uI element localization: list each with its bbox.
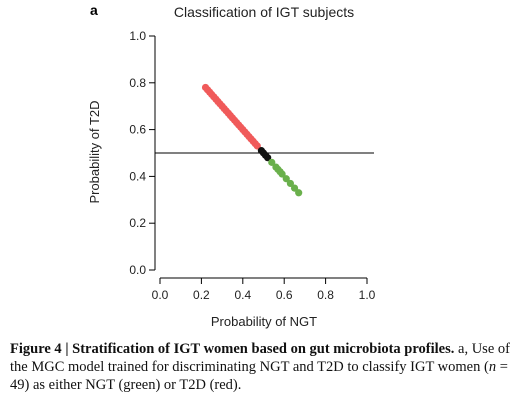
data-point-ngt — [286, 179, 295, 188]
data-point-ngt — [278, 170, 286, 178]
x-axis: 0.0 0.2 0.4 0.6 0.8 1.0 — [152, 277, 376, 302]
y-axis: 0.0 0.2 0.4 0.6 0.8 1.0 — [129, 29, 156, 277]
y-tick-label: 0.0 — [129, 263, 146, 277]
x-tick-label: 0.6 — [276, 288, 293, 302]
x-tick-label: 1.0 — [359, 288, 376, 302]
data-point-ngt — [282, 175, 290, 183]
y-tick-label: 0.4 — [129, 169, 146, 183]
x-tick-label: 0.8 — [317, 288, 334, 302]
caption-n-symbol: n — [488, 359, 497, 375]
data-points — [201, 83, 303, 197]
y-tick-label: 0.8 — [129, 76, 146, 90]
data-point-borderline — [264, 154, 272, 162]
x-tick-label: 0.0 — [152, 288, 169, 302]
panel-letter: a — [90, 2, 98, 18]
caption-separator: | — [61, 341, 73, 357]
y-axis-label: Probability of T2D — [87, 100, 102, 203]
chart-title: Classification of IGT subjects — [174, 4, 354, 20]
caption-title: Stratification of IGT women based on gut… — [72, 341, 455, 357]
classification-scatter-chart: a Classification of IGT subjects 0.00.20… — [87, 2, 376, 329]
caption-body-2: = 49) as either NGT (green) or T2D (red)… — [10, 359, 508, 393]
data-point-ngt — [268, 158, 276, 166]
data-point-ngt — [295, 189, 303, 197]
caption-label: Figure 4 — [10, 341, 62, 357]
x-axis-label: Probability of NGT — [211, 314, 317, 329]
y-tick-label: 1.0 — [129, 29, 146, 43]
data-point-ngt — [290, 184, 299, 192]
caption-body-1: a, Use of the MGC model trained for disc… — [10, 341, 510, 375]
x-tick-label: 0.4 — [234, 288, 251, 302]
y-tick-label: 0.2 — [129, 216, 146, 230]
figure-caption: Figure 4 | Stratification of IGT women b… — [10, 340, 515, 394]
y-tick-label: 0.6 — [129, 123, 146, 137]
x-tick-label: 0.2 — [193, 288, 210, 302]
data-point-t2d — [253, 142, 261, 150]
